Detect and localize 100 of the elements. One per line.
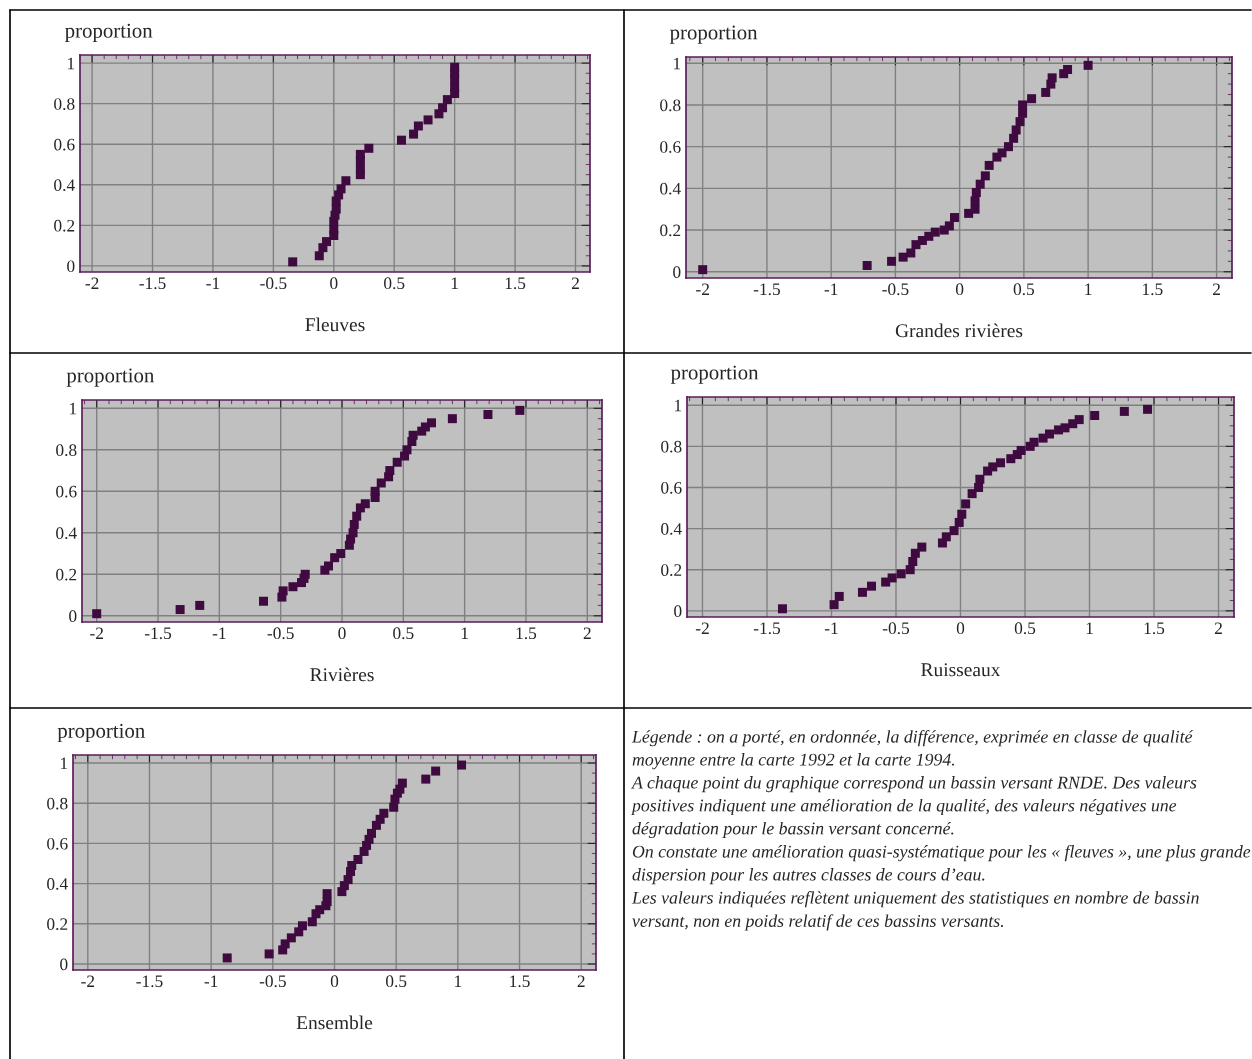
x-tick-label: 1.5	[505, 277, 526, 290]
x-tick-label: -1	[824, 283, 838, 295]
x-tick-label: -1	[212, 627, 226, 639]
point	[307, 917, 317, 927]
point	[1045, 429, 1055, 439]
point	[397, 778, 407, 788]
point	[222, 953, 232, 963]
x-tick-label: 2	[577, 975, 585, 987]
point	[288, 582, 298, 592]
y-tick-label: 0	[67, 260, 75, 273]
point	[905, 565, 915, 575]
y-tick-label: 0.6	[56, 485, 77, 498]
point	[995, 458, 1005, 468]
point	[322, 889, 332, 899]
x-tick-label: -0.5	[267, 627, 294, 640]
point	[322, 237, 332, 247]
y-tick-label: 0.8	[54, 98, 75, 110]
x-tick-label: 0.5	[384, 277, 405, 290]
point	[941, 532, 951, 542]
point	[866, 581, 876, 591]
point	[970, 196, 980, 206]
y-tick-label: 0	[69, 610, 77, 622]
point	[389, 802, 399, 812]
y-tick-label: 0.2	[661, 564, 682, 576]
point	[944, 221, 954, 231]
y-tick-label: 0.6	[661, 481, 682, 494]
y-tick-label: 0.4	[661, 523, 682, 535]
point	[829, 600, 839, 610]
point	[314, 251, 324, 261]
point	[457, 760, 467, 770]
point	[423, 115, 433, 125]
point	[336, 549, 346, 559]
point	[450, 62, 460, 72]
x-tick-label: 2	[571, 277, 579, 289]
x-tick-label: -1.5	[139, 277, 166, 290]
point	[264, 949, 274, 959]
point	[898, 252, 908, 262]
x-tick-label: -1	[824, 622, 838, 634]
x-tick-label: 2	[1213, 283, 1220, 295]
point	[385, 466, 395, 476]
x-tick-label: 2	[1214, 622, 1222, 634]
y-tick-label: 1	[67, 57, 75, 70]
point	[364, 143, 374, 153]
point	[881, 577, 891, 587]
point	[1009, 133, 1019, 143]
y-tick-label: 0.6	[54, 138, 75, 151]
y-tick-label: 1	[673, 57, 681, 70]
point	[352, 511, 362, 521]
x-tick-label: -1	[204, 975, 218, 987]
point	[980, 171, 990, 181]
point	[442, 95, 452, 105]
x-axis-title: Ensemble	[296, 1015, 373, 1030]
point	[370, 486, 380, 496]
point	[950, 213, 959, 223]
point	[447, 414, 457, 424]
x-tick-label: 1	[1086, 622, 1093, 634]
y-tick-label: 0.2	[56, 568, 77, 581]
y-tick-label: 0.4	[54, 179, 75, 192]
point	[887, 573, 897, 583]
point	[438, 103, 448, 113]
text: Légende : on a porté, en ordonnée, la différence, exprimée en classe de qualité moyenne entre la carte 1992 et la carte 1994.	[631, 730, 1194, 770]
y-tick-label: 0.4	[47, 878, 68, 890]
point	[341, 176, 351, 186]
y-tick-label: 0.4	[660, 182, 681, 195]
point	[286, 933, 296, 943]
x-tick-label: -2	[696, 283, 709, 295]
point	[957, 509, 967, 519]
point	[971, 188, 981, 198]
x-tick-label: -1.5	[753, 622, 781, 635]
y-tick-label: 0.8	[56, 444, 77, 457]
point	[413, 121, 423, 131]
point	[349, 519, 359, 529]
point	[408, 430, 418, 440]
point	[355, 149, 365, 159]
x-tick-label: -1.5	[753, 283, 780, 296]
point	[1074, 415, 1084, 425]
point	[392, 457, 402, 467]
x-tick-label: -0.5	[882, 622, 910, 635]
text: Les valeurs indiquées reflètent uniquement des statistiques en nombre de bassin versant, non en poids relatif de ces bassins versants.	[631, 891, 1199, 931]
point	[175, 605, 185, 615]
point	[324, 561, 334, 571]
x-tick-label: 1.5	[510, 975, 530, 988]
x-tick-label: 1	[451, 277, 458, 289]
point	[857, 587, 867, 597]
point	[1090, 411, 1100, 420]
point	[896, 569, 906, 579]
y-tick-label: 0.8	[661, 440, 682, 453]
point	[949, 526, 959, 536]
point	[1027, 94, 1037, 104]
point	[1143, 404, 1153, 414]
point	[515, 405, 525, 415]
point	[908, 556, 918, 566]
y-tick-label: 0	[673, 266, 681, 278]
x-tick-label: 1	[455, 975, 462, 987]
point	[360, 499, 370, 509]
point	[1015, 117, 1025, 127]
x-axis-title: Ruisseaux	[921, 663, 1001, 677]
point	[975, 179, 985, 189]
y-tick-label: 0.8	[47, 797, 68, 810]
x-tick-label: -0.5	[260, 277, 287, 290]
